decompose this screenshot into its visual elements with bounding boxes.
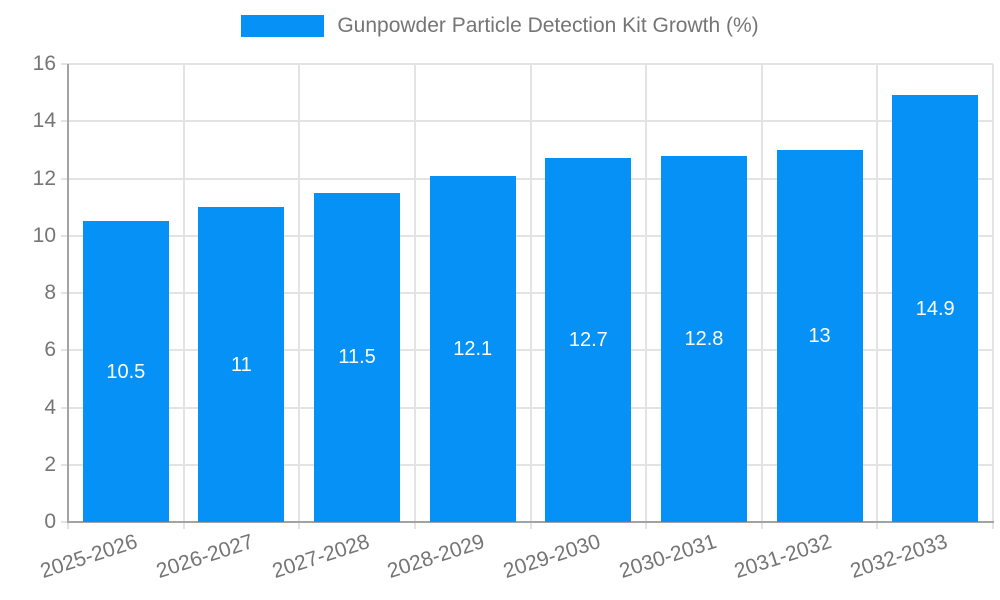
gridline-vertical (992, 64, 994, 522)
bar[interactable] (660, 155, 747, 522)
x-axis-tick (992, 522, 994, 529)
bar-value-label: 12.7 (568, 329, 608, 352)
bar[interactable] (892, 95, 979, 522)
gridline-vertical (298, 64, 301, 522)
x-tick-label: 2030-2031 (616, 530, 719, 583)
x-axis-line (67, 521, 994, 523)
legend-swatch-icon (241, 15, 325, 37)
x-axis-tick (413, 522, 416, 529)
x-tick-label: 2029-2030 (500, 530, 604, 583)
x-axis-tick (876, 522, 879, 529)
bar-value-label: 13 (808, 324, 831, 347)
gridline-vertical (529, 64, 532, 522)
y-tick-label: 6 (44, 338, 56, 362)
x-axis-tick (182, 522, 185, 529)
gridline-vertical (182, 64, 185, 522)
y-axis-tick (61, 63, 68, 65)
bar[interactable] (82, 221, 169, 522)
x-axis-tick (67, 522, 69, 529)
x-tick-label: 2027-2028 (269, 530, 372, 583)
chart-legend[interactable]: Gunpowder Particle Detection Kit Growth … (0, 14, 1000, 38)
legend-label: Gunpowder Particle Detection Kit Growth … (337, 14, 759, 37)
y-tick-label: 16 (32, 52, 56, 75)
x-tick-label: 2032-2033 (847, 530, 950, 583)
y-tick-label: 8 (44, 281, 56, 304)
y-axis-tick (61, 521, 68, 523)
gridline-vertical (645, 64, 648, 522)
y-tick-label: 0 (44, 510, 56, 533)
x-tick-label: 2031-2032 (731, 530, 835, 583)
y-axis-tick (61, 120, 68, 123)
x-tick-label: 2028-2029 (384, 530, 488, 583)
bar[interactable] (198, 207, 285, 522)
bar-value-label: 14.9 (915, 297, 955, 320)
bar[interactable] (545, 158, 632, 522)
x-axis-tick (760, 522, 763, 529)
bar[interactable] (314, 192, 401, 522)
x-axis-tick (529, 522, 532, 529)
bar-value-label: 11 (231, 353, 252, 376)
y-tick-label: 2 (44, 452, 56, 476)
y-tick-label: 4 (44, 395, 56, 419)
bar-value-label: 11.5 (338, 346, 376, 369)
bar-value-label: 10.5 (106, 360, 146, 383)
y-tick-label: 12 (32, 166, 56, 190)
gridline-vertical (876, 64, 879, 522)
bar-value-label: 12.8 (684, 327, 724, 350)
y-axis-tick (61, 234, 68, 237)
y-axis-line (67, 64, 69, 523)
bar[interactable] (429, 175, 516, 522)
gridline-vertical (760, 64, 763, 522)
y-axis-tick (61, 292, 68, 294)
x-tick-label: 2025-2026 (37, 530, 141, 583)
x-axis-tick (645, 522, 648, 529)
y-axis-tick (61, 406, 68, 409)
bar-value-label: 12.1 (453, 337, 493, 360)
bar[interactable] (776, 149, 863, 522)
x-axis-tick (298, 522, 301, 529)
gridline-vertical (413, 64, 416, 522)
y-tick-label: 10 (32, 223, 56, 247)
y-axis-tick (61, 177, 68, 180)
y-axis-tick (61, 463, 68, 466)
y-axis-tick (61, 349, 68, 352)
y-tick-label: 14 (32, 109, 56, 133)
x-tick-label: 2026-2027 (153, 530, 257, 583)
